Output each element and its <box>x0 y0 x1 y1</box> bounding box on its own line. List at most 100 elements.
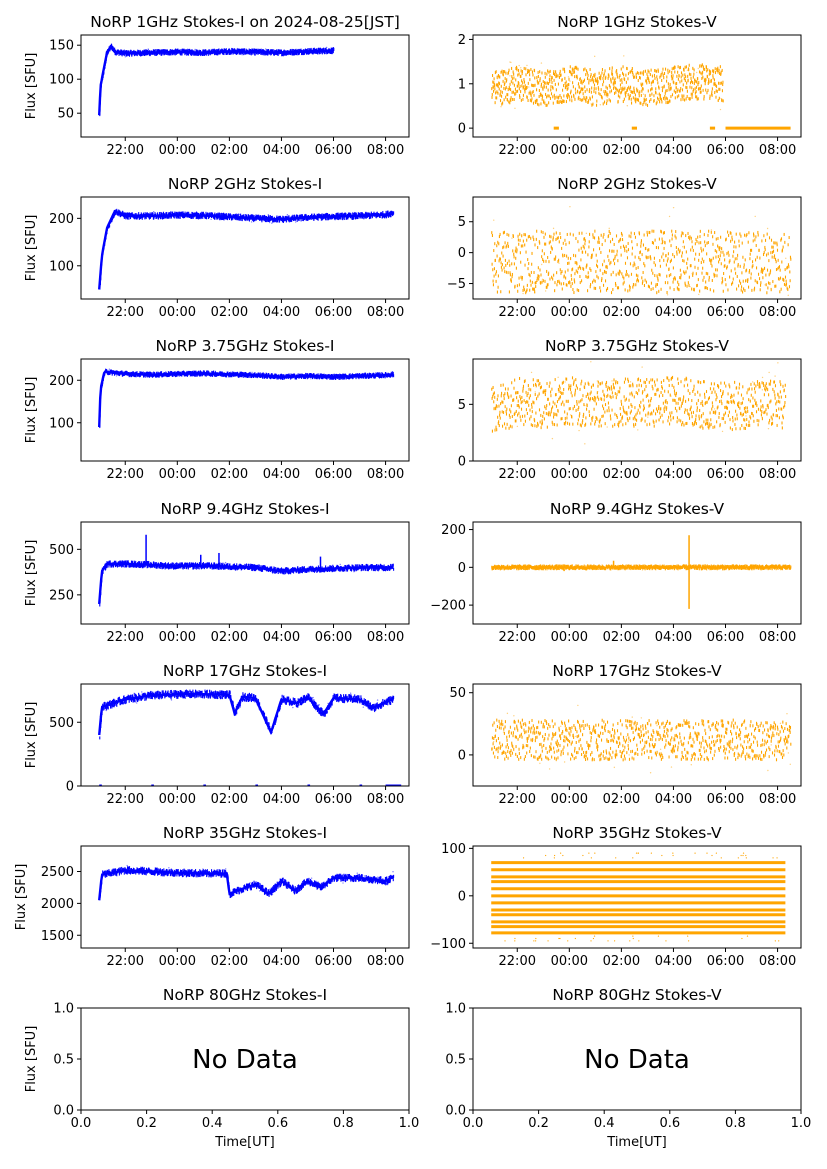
data-point <box>701 271 703 275</box>
data-point <box>337 212 339 216</box>
data-point <box>635 100 637 104</box>
data-point <box>707 272 709 276</box>
data-point <box>579 281 581 285</box>
data-point <box>636 89 638 93</box>
outlier-point <box>719 108 722 111</box>
data-point <box>505 426 507 430</box>
data-point <box>578 248 580 252</box>
data-point <box>572 85 574 89</box>
y-tick-label: 100 <box>49 416 74 431</box>
data-point <box>682 83 684 87</box>
data-point <box>677 88 679 92</box>
outlier-point <box>161 217 163 220</box>
data-point <box>205 215 207 219</box>
data-point <box>597 80 599 84</box>
data-point <box>559 268 561 272</box>
data-point <box>552 238 554 242</box>
data-point <box>541 421 543 425</box>
outlier-point <box>126 214 129 217</box>
data-point <box>758 248 760 252</box>
data-point <box>605 271 607 275</box>
data-point <box>671 77 673 81</box>
data-point <box>682 232 684 236</box>
data-point <box>500 261 502 265</box>
data-point <box>508 395 510 399</box>
data-point <box>497 394 499 398</box>
data-point <box>518 242 520 246</box>
y-tick-label: 1 <box>458 77 466 92</box>
data-point <box>536 276 538 280</box>
data-point <box>781 260 783 264</box>
data-point <box>541 93 543 97</box>
data-point <box>195 52 197 56</box>
data-point <box>698 241 700 245</box>
x-tick-label: 00:00 <box>159 305 196 320</box>
data-point <box>359 213 361 217</box>
data-point <box>518 87 520 91</box>
data-point <box>377 372 379 376</box>
data-point <box>705 78 707 82</box>
data-point <box>553 273 555 277</box>
data-point <box>202 215 204 219</box>
data-point <box>623 73 625 77</box>
data-point <box>496 290 498 294</box>
data-point <box>590 256 592 260</box>
data-point <box>176 48 178 52</box>
data-point <box>510 410 512 414</box>
data-point <box>511 262 513 266</box>
data-point <box>640 239 643 243</box>
data-point <box>711 264 713 268</box>
data-point <box>504 387 507 391</box>
data-point <box>661 237 663 241</box>
outlier-point <box>243 51 246 53</box>
data-point <box>594 74 596 78</box>
data-point <box>670 95 672 99</box>
data-point <box>538 392 540 396</box>
data-point <box>527 391 529 395</box>
data-point <box>672 280 674 284</box>
data-point <box>778 277 780 281</box>
data-point <box>201 212 203 216</box>
data-point <box>532 287 534 291</box>
data-point <box>531 70 533 74</box>
data-point <box>759 288 761 292</box>
outlier-point <box>345 378 347 380</box>
data-point <box>655 102 657 106</box>
data-point <box>545 259 547 263</box>
outlier-point <box>529 100 532 102</box>
data-point <box>759 256 761 260</box>
data-point <box>599 286 601 290</box>
data-point <box>365 215 367 219</box>
outlier-point <box>703 259 705 261</box>
data-point <box>362 372 364 376</box>
data-point <box>619 78 621 82</box>
data-point <box>543 252 545 256</box>
data-point <box>777 277 780 281</box>
data-point <box>716 250 718 254</box>
data-point <box>294 52 296 56</box>
outlier-point <box>747 314 748 315</box>
outlier-point <box>190 50 193 53</box>
outlier-point <box>145 213 147 215</box>
data-point <box>592 235 594 239</box>
data-point <box>709 96 711 100</box>
data-point <box>694 257 696 261</box>
outlier-point <box>666 294 669 296</box>
data-point <box>253 214 255 218</box>
data-point <box>354 216 356 220</box>
data-point <box>679 89 681 93</box>
data-point <box>339 216 341 220</box>
data-point <box>775 260 777 264</box>
data-point <box>538 81 540 85</box>
data-point <box>313 47 315 51</box>
data-point <box>722 99 724 103</box>
data-point <box>565 85 567 89</box>
data-point <box>632 285 634 289</box>
data-point <box>701 77 703 81</box>
data-point <box>528 387 530 391</box>
data-point <box>608 74 610 78</box>
data-point <box>369 375 371 379</box>
data-point <box>532 287 534 291</box>
data-point <box>710 261 712 265</box>
data-point <box>509 424 511 428</box>
